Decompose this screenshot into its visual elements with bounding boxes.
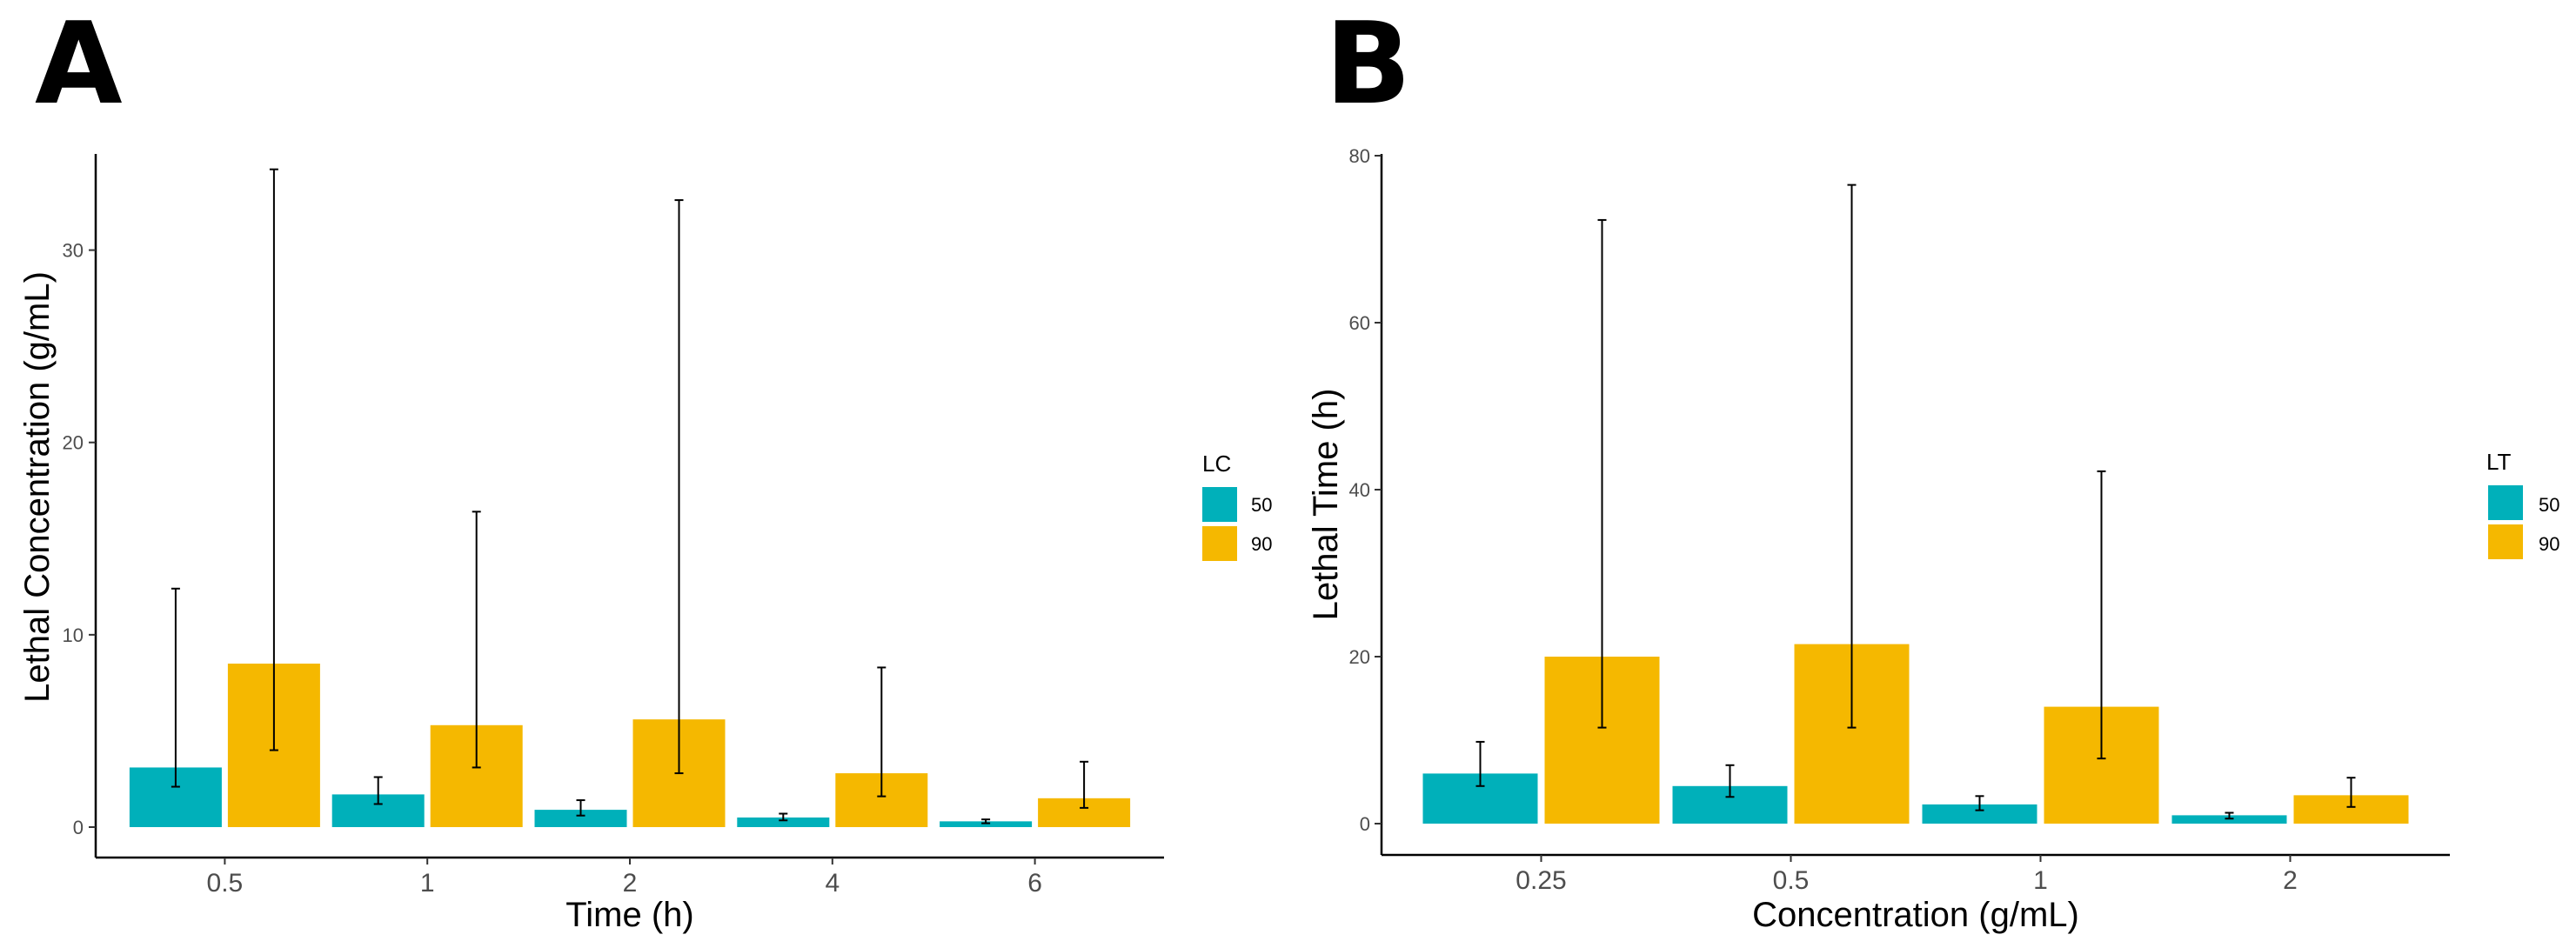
panel-a-error-bars [171,168,1089,824]
panel-b-bar-50-1 [1922,804,2037,824]
panel-a-bars [129,664,1131,827]
panel-b-y-tick-label: 80 [1349,145,1370,167]
panel-a-error-bar-50-1 [373,776,383,805]
panel-b-error-bar-90-1 [2097,470,2106,760]
panel-b-legend-swatch-50 [2488,485,2523,520]
panel-a-error-bar-90-1 [472,511,481,769]
panel-b-error-bar-50-0.5 [1725,764,1735,798]
panel-b-legend-label-50: 50 [2539,494,2559,516]
panel-b-y-tick-label: 0 [1360,813,1370,835]
panel-a-label: A [35,0,123,130]
panel-a-x-ticks: 0.5 1 2 4 6 [207,858,1042,898]
panel-a: A 0 10 20 30 0.5 1 2 4 6 Time (h) Lethal Concen… [18,0,1272,934]
panel-b-x-axis-title: Concentration (g/mL) [1752,896,2079,934]
panel-a-y-tick-label: 20 [63,432,84,454]
panel-a-x-axis-title: Time (h) [565,896,693,934]
panel-a-y-ticks: 0 10 20 30 [63,240,96,838]
panel-a-x-tick-label: 1 [420,869,435,898]
panel-b-error-bar-90-2 [2346,777,2356,808]
panel-a-error-bar-90-4 [877,666,887,798]
panel-a-y-tick-label: 30 [63,240,84,262]
panel-b-legend-swatch-90 [2488,524,2523,559]
panel-b-bars [1422,644,2409,824]
panel-b-legend: LT 50 90 [2486,449,2559,559]
panel-b-y-ticks: 0 20 40 60 80 [1349,145,1382,835]
panel-a-bar-50-2 [534,810,627,827]
panel-a-legend-label-90: 90 [1251,533,1272,555]
panel-b-x-tick-label: 1 [2033,866,2048,895]
panel-b-x-tick-label: 0.5 [1773,866,1810,895]
panel-b-error-bar-90-0.25 [1597,218,1607,729]
panel-a-x-tick-label: 0.5 [207,869,244,898]
panel-b-label: B [1325,0,1411,130]
panel-a-x-tick-label: 6 [1027,869,1042,898]
panel-a-x-tick-label: 2 [623,869,638,898]
panel-a-legend-label-50: 50 [1251,494,1272,516]
panel-a-error-bar-50-6 [981,818,991,824]
panel-a-y-axis-title: Lethal Concentration (g/mL) [18,271,57,703]
panel-b-error-bar-50-0.25 [1475,740,1485,787]
panel-a-error-bar-50-0.5 [171,587,180,788]
panel-a-legend-swatch-90 [1202,526,1237,561]
panel-a-legend-swatch-50 [1202,487,1237,522]
panel-b-y-tick-label: 60 [1349,312,1370,334]
panel-a-bar-50-6 [940,821,1033,827]
panel-b-error-bars [1475,184,2356,820]
panel-a-error-bar-90-2 [674,199,684,775]
panel-a-error-bar-90-6 [1080,760,1089,809]
panel-a-error-bar-50-2 [576,799,585,817]
panel-b-y-axis-title: Lethal Time (h) [1307,389,1345,621]
panel-b-legend-title: LT [2486,449,2512,475]
panel-a-error-bar-50-4 [779,812,788,822]
panel-b-error-bar-50-2 [2225,811,2234,820]
panel-a-x-tick-label: 4 [825,869,840,898]
panel-b-x-ticks: 0.25 0.5 1 2 [1515,855,2298,895]
panel-b-y-tick-label: 40 [1349,479,1370,501]
panel-a-bar-50-4 [737,817,830,827]
panel-b-legend-label-90: 90 [2539,533,2559,555]
panel-b: B 0 20 40 60 80 0.25 0.5 1 2 Concentration (g/m… [1307,0,2559,934]
panel-a-legend-title: LC [1202,451,1231,477]
panel-a-legend: LC 50 90 [1202,451,1272,561]
panel-a-y-tick-label: 0 [73,817,84,838]
panel-b-x-tick-label: 0.25 [1515,866,1566,895]
panel-b-x-tick-label: 2 [2283,866,2298,895]
panel-a-error-bar-90-0.5 [269,168,278,751]
panel-a-y-tick-label: 10 [63,624,84,646]
panel-b-error-bar-90-0.5 [1847,184,1857,729]
panel-b-error-bar-50-1 [1975,795,1984,811]
panel-b-y-tick-label: 20 [1349,646,1370,668]
